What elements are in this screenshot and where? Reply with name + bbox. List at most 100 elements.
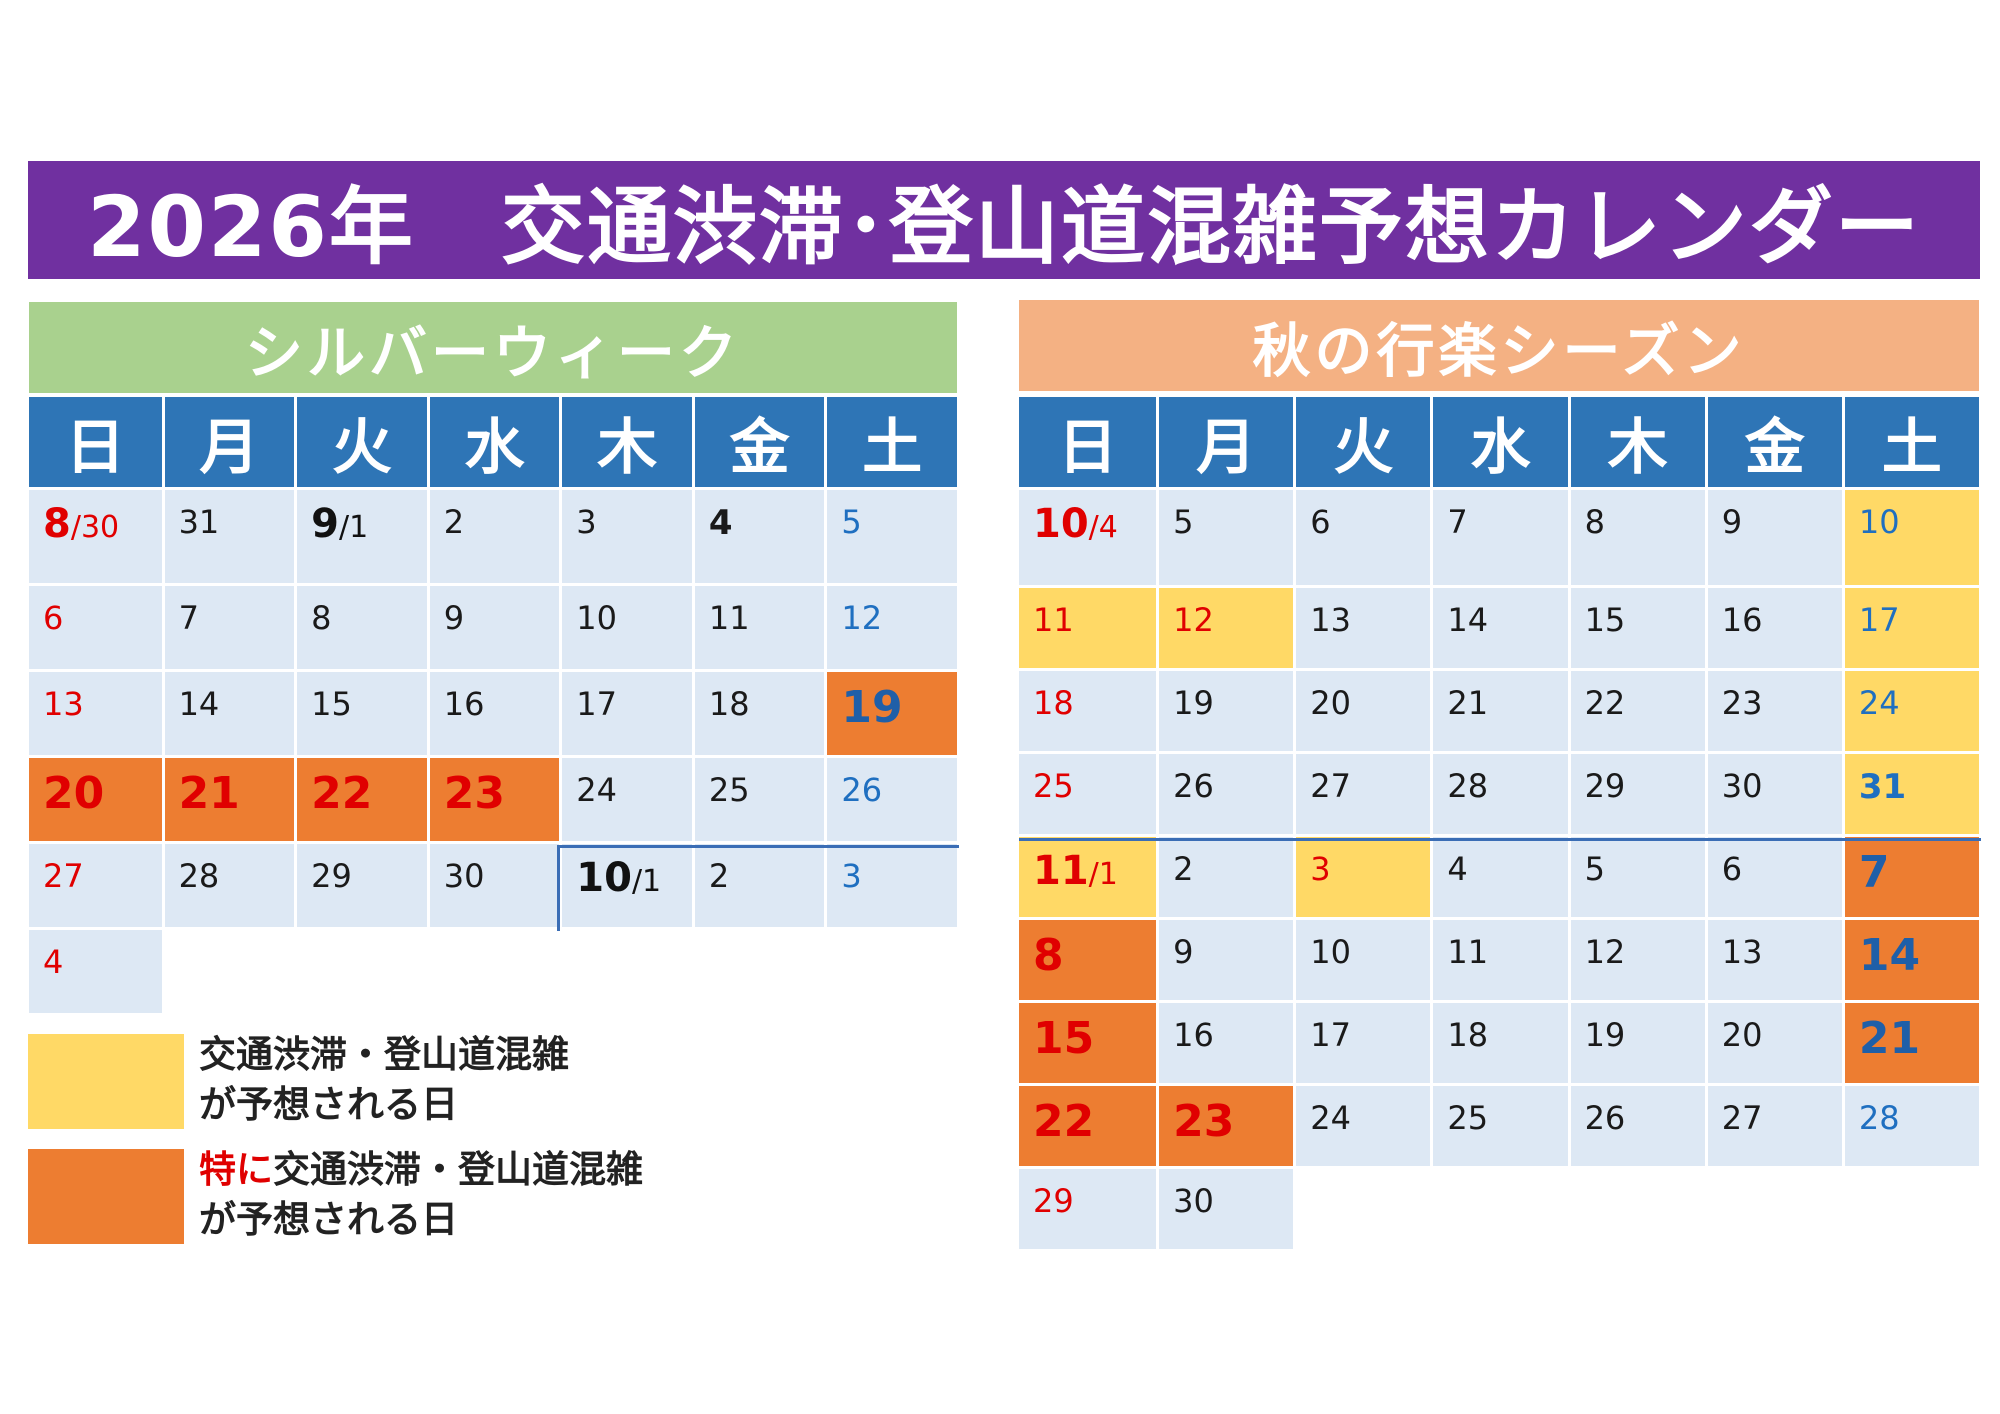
- day-number: 2: [443, 503, 465, 541]
- day-number: 10: [576, 855, 632, 901]
- week-row: 8/30 31 9/1 2 3 4 5: [29, 487, 957, 583]
- day-cell: 5: [824, 487, 957, 583]
- day-cell: 2: [1156, 834, 1294, 917]
- day-cell: 4: [29, 927, 162, 1013]
- day-cell: 13: [29, 669, 162, 755]
- day-cell: 28: [161, 841, 295, 927]
- day-cell: 22: [1019, 1083, 1157, 1166]
- day-cell: 10/1: [559, 841, 692, 927]
- day-number: 26: [1173, 767, 1214, 805]
- day-cell: 24: [1841, 668, 1979, 751]
- day-cell: 18: [691, 669, 825, 755]
- day-number: 13: [1310, 601, 1351, 639]
- day-number: 18: [708, 685, 750, 723]
- day-number: 22: [311, 768, 373, 819]
- day-number: 26: [1584, 1099, 1626, 1137]
- day-number: 18: [1447, 1016, 1489, 1054]
- day-cell: 29: [1567, 751, 1705, 834]
- day-cell: 6: [1704, 834, 1842, 917]
- day-number: 21: [178, 768, 240, 819]
- day-cell: 26: [1156, 751, 1294, 834]
- day-number: 27: [1310, 767, 1351, 805]
- day-number: 16: [1173, 1016, 1214, 1054]
- week-row: 4: [29, 927, 957, 1013]
- week-row: 11/1 2 3 4 5 6 7: [1019, 834, 1979, 917]
- day-number: 24: [576, 771, 617, 809]
- day-number: 11: [1447, 933, 1489, 971]
- day-cell: 7: [1430, 487, 1568, 585]
- day-number: 4: [43, 943, 64, 981]
- empty-cell: [1293, 1166, 1430, 1248]
- day-cell: 6: [29, 583, 162, 669]
- day-cell: 30: [1704, 751, 1842, 834]
- day-cell: 27: [1293, 751, 1431, 834]
- week-row: 27 28 29 30 10/1 2 3: [29, 841, 957, 927]
- day-cell: 23: [1156, 1083, 1294, 1166]
- silver-week-days: 8/30 31 9/1 2 3 4 5 6 7 8 9 10 11 12 13 14 15 16 17 18 19 20 2…: [29, 487, 957, 1013]
- weekday-thu: 木: [1567, 397, 1705, 487]
- day-cell: 4: [1430, 834, 1568, 917]
- day-cell: 19: [1567, 1000, 1705, 1083]
- autumn-season-calendar: 日 月 火 水 木 金 土 10/4 5 6 7 8 9 10 11 12 13 14 15 16 17 1…: [1019, 397, 1979, 1249]
- day-number: 30: [1721, 767, 1763, 805]
- day-number: 23: [1721, 684, 1763, 722]
- day-cell: 11: [1430, 917, 1568, 1000]
- day-number: 11: [1033, 848, 1089, 894]
- day-cell: 3: [1293, 834, 1431, 917]
- day-number: 5: [1173, 503, 1194, 541]
- day-cell: 15: [1019, 1000, 1157, 1083]
- day-cell: 2: [691, 841, 825, 927]
- day-cell: 14: [161, 669, 295, 755]
- weekday-sat: 土: [824, 397, 957, 487]
- day-number: 9: [1173, 933, 1194, 971]
- day-number: 17: [1310, 1016, 1351, 1054]
- week-row: 15 16 17 18 19 20 21: [1019, 1000, 1979, 1083]
- day-cell: 20: [29, 755, 162, 841]
- day-number: 31: [1858, 767, 1907, 807]
- day-cell: 24: [1293, 1083, 1431, 1166]
- day-number: 20: [1721, 1016, 1763, 1054]
- day-number: 3: [576, 503, 597, 541]
- day-cell: 17: [1841, 585, 1979, 668]
- day-number: 9: [1721, 503, 1743, 541]
- legend-emphasis-prefix: 特に: [199, 1148, 273, 1191]
- weekday-header-row: 日 月 火 水 木 金 土: [29, 397, 957, 487]
- day-cell: 28: [1841, 1083, 1979, 1166]
- day-cell: 21: [1430, 668, 1568, 751]
- day-cell: 14: [1430, 585, 1568, 668]
- day-number: 6: [1721, 850, 1743, 888]
- day-number: 19: [1173, 684, 1214, 722]
- day-cell: 4: [691, 487, 825, 583]
- week-row: 29 30: [1019, 1166, 1979, 1249]
- legend-congestion-text: 交通渋滞・登山道混雑 が予想される日: [199, 1030, 569, 1130]
- day-number: 17: [576, 685, 617, 723]
- week-row: 25 26 27 28 29 30 31: [1019, 751, 1979, 834]
- day-cell: 18: [1019, 668, 1157, 751]
- day-cell: 10: [1293, 917, 1431, 1000]
- day-number: 30: [1173, 1182, 1214, 1220]
- day-number: 7: [1858, 847, 1890, 898]
- day-number: 20: [43, 768, 105, 819]
- day-number: 19: [841, 682, 903, 733]
- day-cell: 8/30: [29, 487, 162, 583]
- day-cell: 16: [1704, 585, 1842, 668]
- day-number: 16: [1721, 601, 1763, 639]
- day-number: 16: [443, 685, 485, 723]
- day-cell: 12: [824, 583, 957, 669]
- day-cell: 3: [559, 487, 692, 583]
- day-cell: 16: [1156, 1000, 1294, 1083]
- legend-heavy-congestion-line1: 交通渋滞・登山道混雑: [273, 1148, 643, 1191]
- day-cell: 20: [1704, 1000, 1842, 1083]
- day-cell: 31: [1841, 751, 1979, 834]
- day-number: 14: [1858, 930, 1921, 981]
- day-number: 14: [178, 685, 220, 723]
- day-cell: 3: [824, 841, 957, 927]
- day-number: 10: [1858, 503, 1900, 541]
- day-cell: 6: [1293, 487, 1431, 585]
- day-number: 21: [1858, 1013, 1921, 1064]
- weekday-sun: 日: [29, 397, 162, 487]
- day-cell: 29: [1019, 1166, 1157, 1249]
- day-cell: 9/1: [294, 487, 427, 583]
- day-number: 15: [1584, 601, 1626, 639]
- weekday-tue: 火: [294, 397, 427, 487]
